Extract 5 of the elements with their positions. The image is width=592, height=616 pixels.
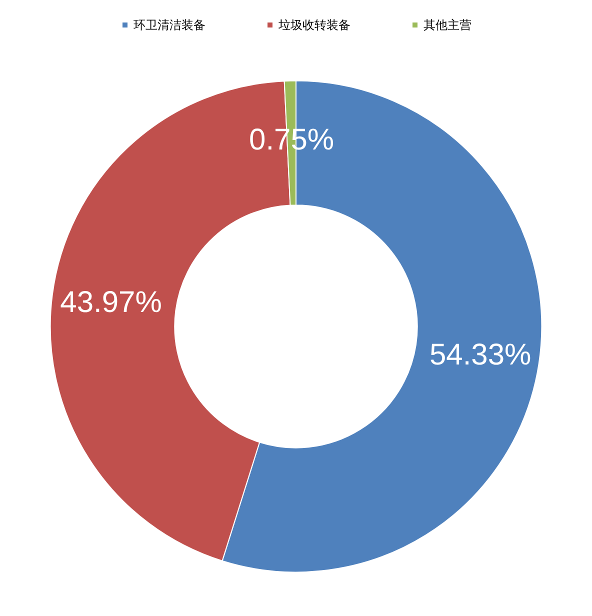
data-label: 54.33% (429, 338, 532, 372)
legend-label: 垃圾收转装备 (278, 18, 350, 32)
legend-label: 环卫清洁装备 (134, 18, 206, 32)
legend-label: 其他主营 (424, 18, 472, 32)
data-label: 43.97% (60, 286, 162, 320)
